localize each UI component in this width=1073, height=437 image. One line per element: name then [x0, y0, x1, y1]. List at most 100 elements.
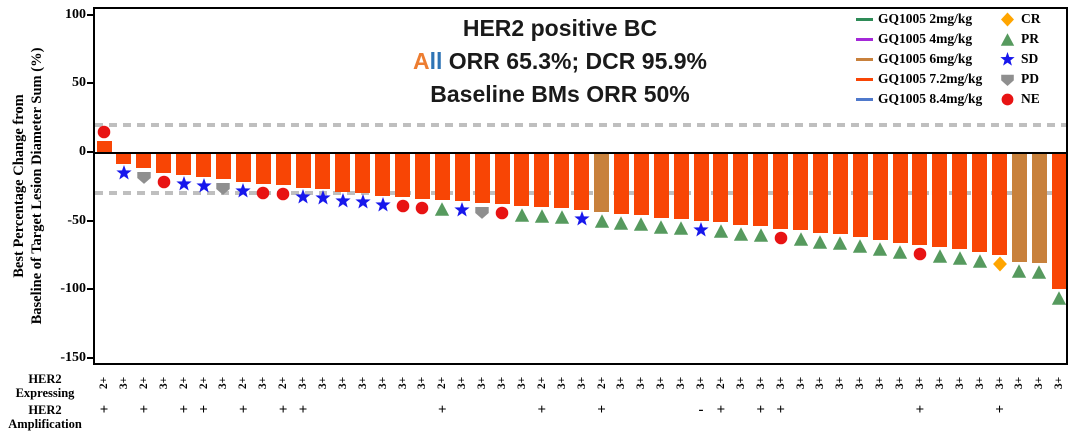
bar-patient-45	[972, 152, 988, 253]
bar-patient-40	[872, 152, 888, 240]
plot-area	[93, 7, 1068, 365]
response-marker-ne-icon	[414, 200, 430, 216]
title-line-2: All ORR 65.3%; DCR 95.9%	[160, 45, 960, 78]
bar-patient-6	[196, 152, 211, 177]
y-tick-mark	[87, 288, 93, 291]
response-marker-pr-icon	[812, 234, 828, 250]
bar-patient-42	[912, 152, 928, 246]
her2-amplification-mark: +	[438, 402, 447, 418]
bar-patient-14	[355, 152, 371, 194]
her2-amplification-mark: +	[298, 402, 308, 418]
y-tick-mark	[87, 356, 93, 359]
her2-expressing-label: 3+	[953, 376, 966, 390]
bar-patient-10	[275, 152, 291, 185]
her2-amplification-mark: +	[716, 402, 726, 418]
y-axis-title: Best Percentage Change from Baseline of …	[10, 6, 50, 366]
bar-patient-15	[375, 152, 391, 196]
her2-expressing-label: 3+	[675, 376, 688, 390]
her2-expressing-label: 3+	[157, 376, 170, 390]
response-marker-pr-icon	[872, 241, 888, 257]
response-marker-pr-icon	[1031, 264, 1047, 280]
response-marker-pr-icon	[613, 215, 629, 231]
bar-patient-38	[832, 152, 848, 235]
bar-patient-48	[1031, 152, 1047, 264]
bar-patient-13	[335, 152, 351, 192]
bar-patient-33	[733, 152, 749, 225]
her2-expressing-label: 3+	[734, 376, 747, 390]
her2-expressing-label: 2+	[237, 376, 250, 390]
her2-expressing-label: 2+	[277, 376, 290, 390]
her2-amplification-mark: +	[199, 402, 208, 418]
her2-amplification-mark: +	[597, 402, 606, 418]
her2-expressing-label: 3+	[635, 376, 648, 390]
bar-patient-32	[713, 152, 729, 222]
her2-expressing-label: 2+	[595, 376, 608, 390]
response-marker-sd-icon	[573, 210, 590, 227]
her2-expressing-label: 3+	[1053, 376, 1066, 390]
bar-patient-28	[633, 152, 649, 216]
her2-expressing-label: 3+	[257, 376, 270, 390]
response-marker-ne-icon	[395, 198, 411, 214]
bar-patient-11	[295, 152, 311, 188]
zero-baseline	[95, 152, 1066, 155]
title-line-1: HER2 positive BC	[462, 15, 658, 41]
bar-patient-47	[1011, 152, 1027, 262]
response-marker-sd-icon	[454, 202, 470, 218]
response-marker-pr-icon	[1051, 290, 1066, 306]
her2-expressing-label: 3+	[376, 376, 389, 390]
bar-patient-17	[414, 152, 430, 199]
her2-expressing-label: 3+	[894, 376, 906, 390]
her2-amplification-mark: -	[698, 402, 704, 418]
her2-amplification-row-header: HER2 Amplification	[8, 403, 82, 432]
title-word-all-a: A	[413, 48, 430, 74]
her2-expressing-label: 3+	[496, 376, 508, 390]
response-marker-pd-icon	[215, 180, 231, 196]
her2-expressing-label: 3+	[874, 376, 887, 390]
response-marker-pr-icon	[713, 223, 729, 239]
response-marker-sd-icon	[374, 196, 391, 213]
bar-patient-19	[454, 152, 470, 202]
her2-expressing-label: 3+	[396, 376, 409, 390]
y-tick-label--100: -100	[60, 281, 86, 297]
chart-title: HER2 positive BC All ORR 65.3%; DCR 95.9…	[160, 12, 960, 111]
bar-patient-30	[673, 152, 689, 220]
her2-expressing-label: 3+	[655, 376, 668, 390]
response-marker-sd-icon	[693, 221, 709, 238]
her2-amplification-mark: +	[139, 402, 149, 418]
her2-expressing-label: 3+	[834, 376, 847, 390]
her2-expressing-label: 3+	[117, 376, 130, 390]
bar-patient-21	[494, 152, 510, 205]
bar-patient-44	[952, 152, 968, 250]
response-marker-ne-icon	[96, 124, 112, 140]
her2-expressing-label: 3+	[754, 376, 767, 390]
response-marker-sd-icon	[195, 177, 212, 194]
her2-amplification-mark: +	[915, 402, 925, 418]
y-tick-label-100: 100	[65, 6, 86, 22]
her2-expressing-label: 3+	[316, 376, 329, 390]
response-marker-sd-icon	[116, 165, 132, 181]
response-marker-pr-icon	[952, 250, 968, 266]
bar-patient-16	[395, 152, 410, 198]
her2-expressing-row-header: HER2 Expressing	[15, 372, 75, 401]
her2-expressing-label: 3+	[555, 376, 568, 390]
y-tick-label--50: -50	[67, 212, 86, 228]
her2-expressing-label: 3+	[933, 376, 946, 390]
response-marker-pr-icon	[633, 216, 649, 232]
her2-expressing-label: 3+	[794, 376, 807, 390]
her2-expressing-label: 3+	[456, 376, 469, 390]
bar-patient-1	[96, 141, 112, 152]
response-marker-pr-icon	[832, 235, 848, 251]
her2-expressing-label: 3+	[913, 376, 926, 390]
her2-expressing-label: 3+	[515, 376, 528, 390]
her2-amplification-mark: +	[278, 402, 288, 418]
response-marker-sd-icon	[315, 190, 331, 206]
response-marker-pd-icon	[136, 169, 152, 185]
response-marker-sd-icon	[335, 192, 351, 209]
response-marker-ne-icon	[494, 205, 510, 221]
her2-expressing-label: 3+	[1013, 376, 1026, 390]
y-tick-mark	[87, 82, 93, 85]
response-marker-ne-icon	[773, 230, 789, 246]
her2-expressing-label: 2+	[98, 376, 110, 390]
response-marker-pr-icon	[852, 238, 868, 254]
